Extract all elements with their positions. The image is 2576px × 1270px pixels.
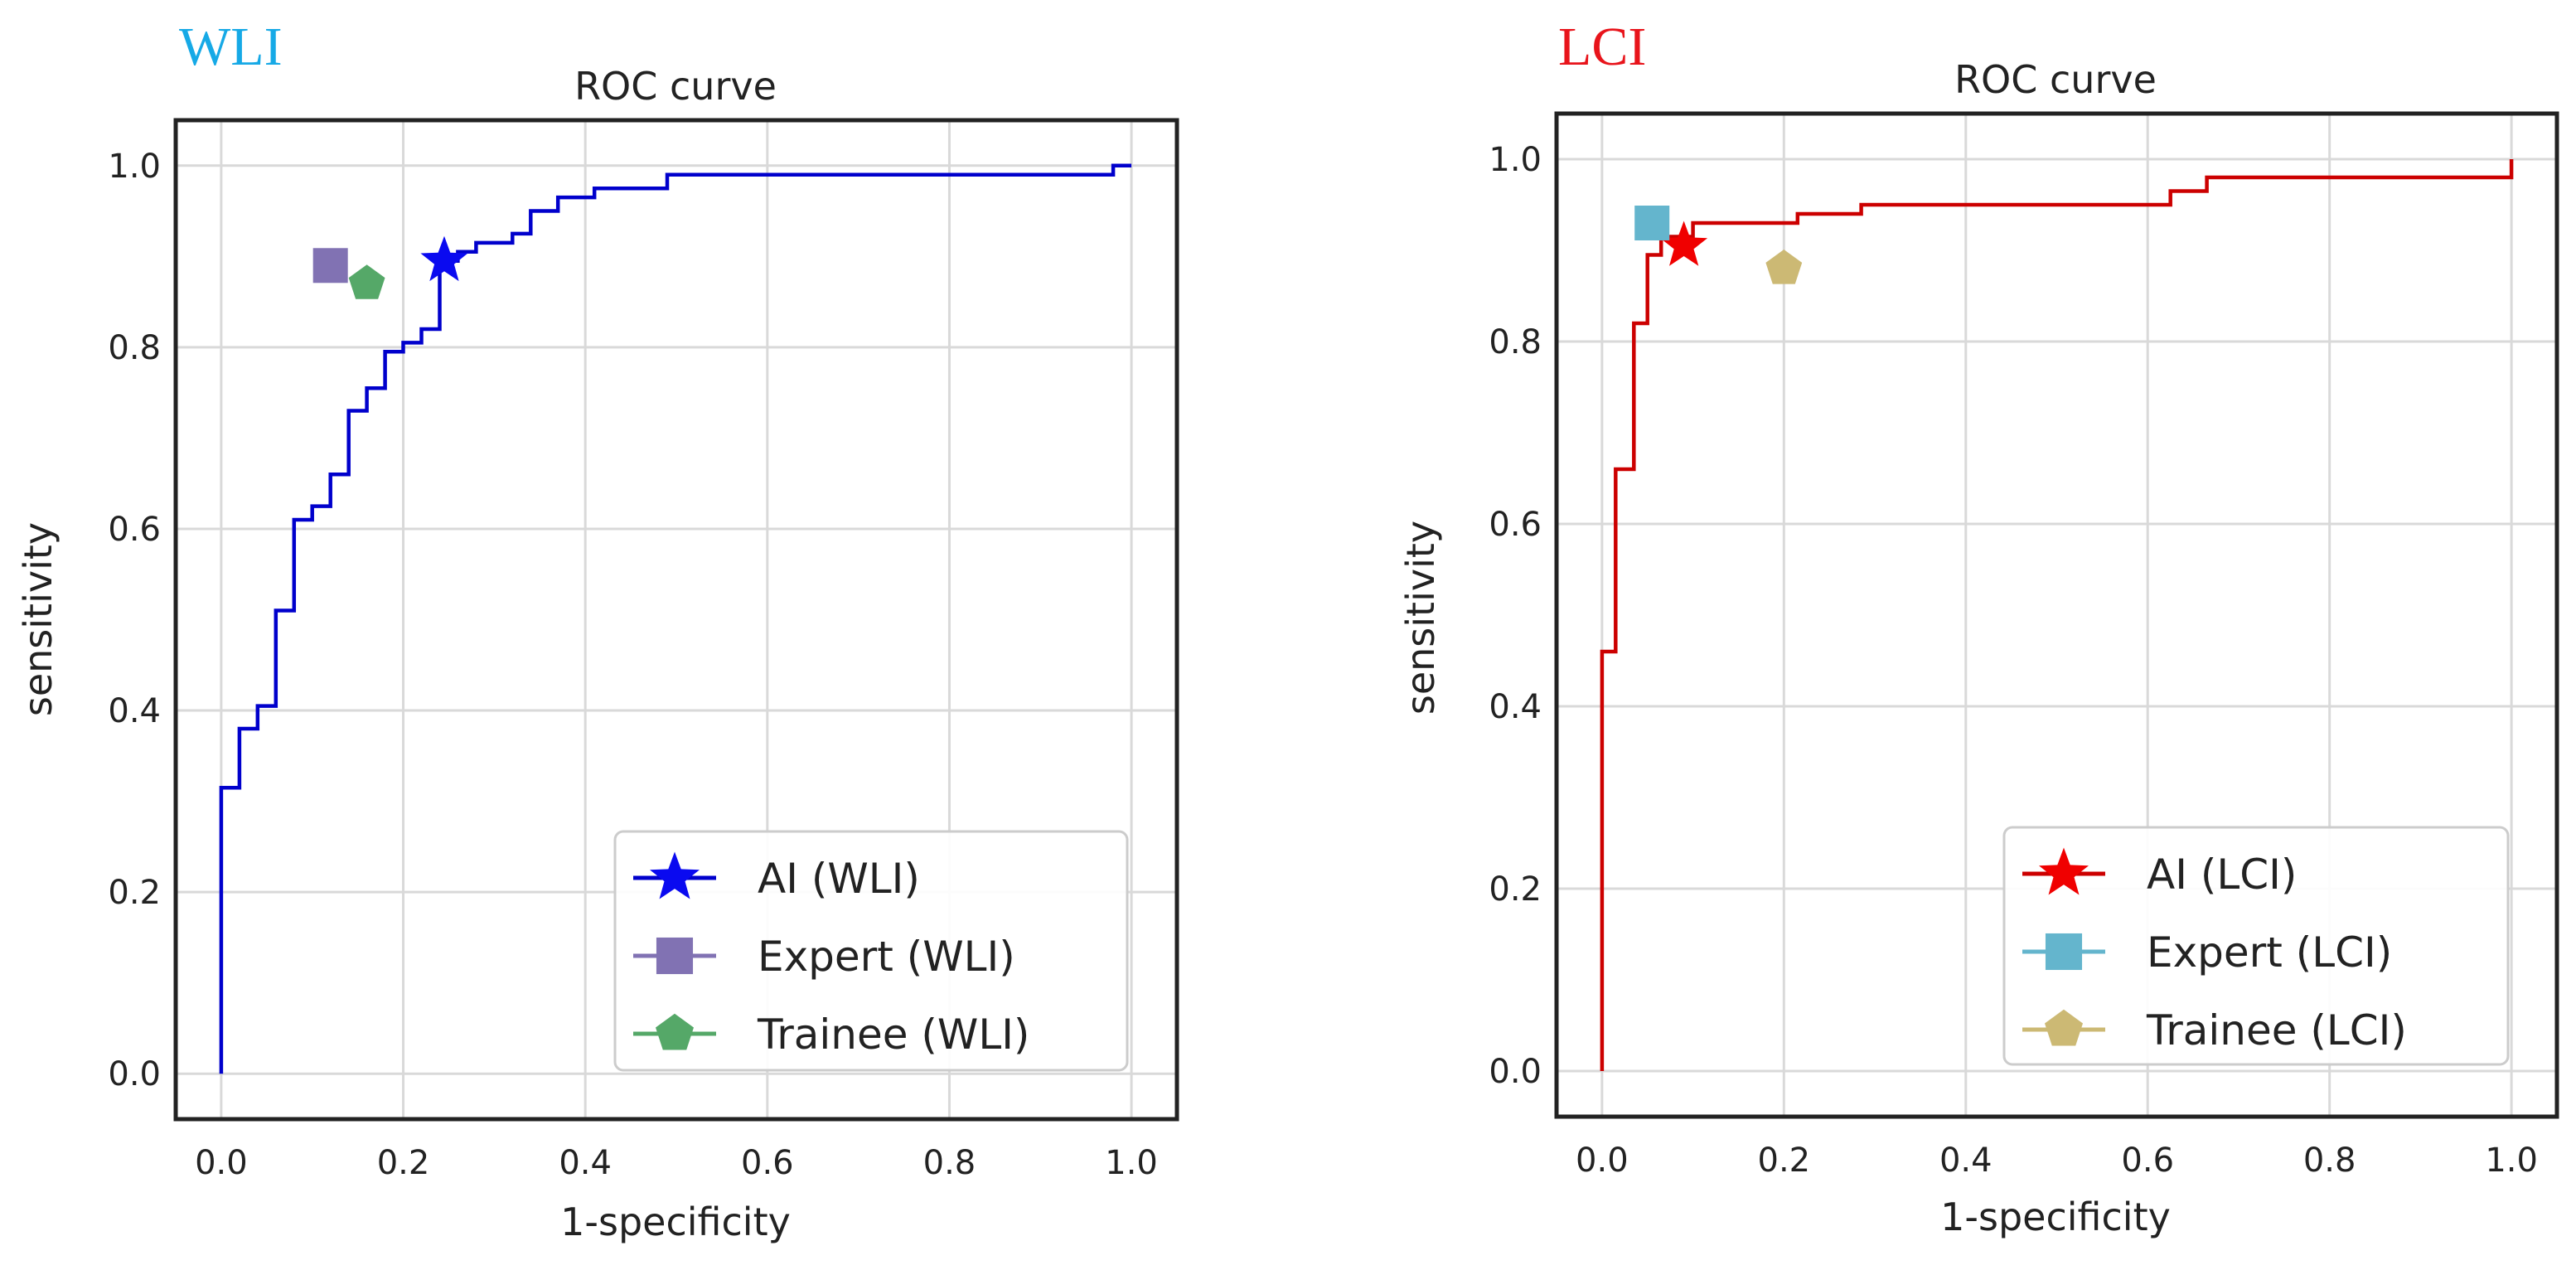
- wli-y-axis-label: sensitivity: [16, 522, 61, 716]
- wli-legend-marker-trainee-wli: [656, 1013, 694, 1050]
- lci-axes-frame: [1554, 111, 2559, 1119]
- wli-y-tick-label-4: 0.8: [108, 329, 161, 367]
- wli-y-tick-label-0: 0.0: [108, 1055, 161, 1093]
- lci-roc-curve-line: [1600, 159, 2514, 1071]
- lci-x-tick-label-1: 0.2: [1758, 1142, 1811, 1180]
- lci-trainee-lci-point: [1765, 250, 1803, 284]
- lci-legend-marker-trainee-lci: [2045, 1009, 2083, 1046]
- lci-x-axis-ticks: 0.0 0.2 0.4 0.6 0.8 1.0: [1576, 1142, 2538, 1180]
- wli-legend-label-ai-wli: AI (WLI): [758, 855, 920, 903]
- lci-panel-tag: LCI: [1558, 17, 1646, 77]
- wli-legend-label-trainee-wli: Trainee (WLI): [757, 1011, 1029, 1059]
- lci-legend-label-trainee-lci: Trainee (LCI): [2146, 1006, 2407, 1054]
- wli-x-axis-ticks: 0.0 0.2 0.4 0.6 0.8 1.0: [195, 1144, 1158, 1182]
- wli-roc-curve-line: [219, 163, 1132, 1074]
- wli-chart-title: ROC curve: [574, 64, 777, 109]
- wli-y-tick-label-5: 1.0: [108, 148, 161, 186]
- lci-legend-box: [2002, 826, 2510, 1066]
- lci-legend-entries: AI (LCI) Expert (LCI) Trainee (LCI): [2022, 847, 2407, 1054]
- wli-plot-area: [219, 163, 1132, 1074]
- lci-x-tick-label-4: 0.8: [2303, 1142, 2356, 1180]
- lci-y-tick-label-1: 0.2: [1489, 870, 1542, 909]
- wli-legend-marker-ai-wli: [650, 851, 700, 899]
- lci-x-tick-label-0: 0.0: [1576, 1142, 1629, 1180]
- wli-x-tick-label-2: 0.4: [559, 1144, 612, 1182]
- lci-x-axis-label: 1-specificity: [1940, 1195, 2171, 1239]
- wli-ai-wli-point: [420, 235, 468, 282]
- wli-trainee-wli-point: [348, 264, 385, 299]
- lci-legend-label-ai-lci: AI (LCI): [2147, 851, 2297, 899]
- lci-y-axis-ticks: 0.0 0.2 0.4 0.6 0.8 1.0: [1489, 141, 1542, 1091]
- lci-legend-marker-ai-lci: [2039, 847, 2089, 895]
- wli-y-tick-label-2: 0.4: [108, 692, 161, 730]
- lci-y-tick-label-5: 1.0: [1489, 141, 1542, 179]
- wli-x-axis-label: 1-specificity: [560, 1200, 791, 1244]
- wli-y-axis-ticks: 0.0 0.2 0.4 0.6 0.8 1.0: [108, 148, 161, 1093]
- wli-expert-wli-point: [312, 248, 348, 284]
- wli-x-tick-label-5: 1.0: [1105, 1144, 1158, 1182]
- lci-y-tick-label-0: 0.0: [1489, 1053, 1542, 1091]
- wli-legend-entries: AI (WLI) Expert (WLI) Trainee (WLI): [633, 851, 1029, 1059]
- lci-legend-marker-expert-lci: [2045, 933, 2083, 971]
- lci-legend: AI (LCI) Expert (LCI) Trainee (LCI): [2002, 826, 2510, 1066]
- wli-y-tick-label-3: 0.6: [108, 511, 161, 549]
- wli-legend-box: [613, 830, 1129, 1072]
- lci-y-tick-label-3: 0.6: [1489, 506, 1542, 544]
- wli-legend-marker-expert-wli: [656, 937, 694, 975]
- lci-panel: LCI ROC curve 0.0 0.2 0.4 0.6 0.8 1.0 0.00.20…: [1398, 17, 2559, 1239]
- wli-x-tick-label-1: 0.2: [377, 1144, 430, 1182]
- wli-y-tick-label-1: 0.2: [108, 874, 161, 912]
- lci-y-axis-label: sensitivity: [1398, 521, 1443, 715]
- wli-panel-tag: WLI: [179, 17, 283, 77]
- lci-x-tick-label-5: 1.0: [2485, 1142, 2538, 1180]
- wli-axes-frame: [173, 118, 1179, 1122]
- lci-x-tick-label-2: 0.4: [1939, 1142, 1993, 1180]
- lci-expert-lci-point: [1634, 206, 1670, 240]
- wli-legend-label-expert-wli: Expert (WLI): [758, 933, 1015, 981]
- wli-legend: AI (WLI) Expert (WLI) Trainee (WLI): [613, 830, 1129, 1072]
- wli-x-tick-label-0: 0.0: [195, 1144, 248, 1182]
- lci-chart-title: ROC curve: [1954, 57, 2157, 102]
- lci-plot-area: [1600, 159, 2514, 1071]
- wli-grid: [176, 120, 1177, 1119]
- lci-y-tick-label-4: 0.8: [1489, 323, 1542, 361]
- lci-y-tick-label-2: 0.4: [1489, 688, 1542, 726]
- lci-x-tick-label-3: 0.6: [2121, 1142, 2174, 1180]
- lci-ai-lci-point: [1660, 221, 1708, 266]
- wli-x-tick-label-3: 0.6: [741, 1144, 794, 1182]
- wli-panel: WLI ROC curve 0.0 0.2 0.4 0.6 0.8 1.0 0.00.20…: [16, 17, 1179, 1244]
- wli-x-tick-label-4: 0.8: [923, 1144, 976, 1182]
- lci-legend-label-expert-lci: Expert (LCI): [2147, 928, 2392, 977]
